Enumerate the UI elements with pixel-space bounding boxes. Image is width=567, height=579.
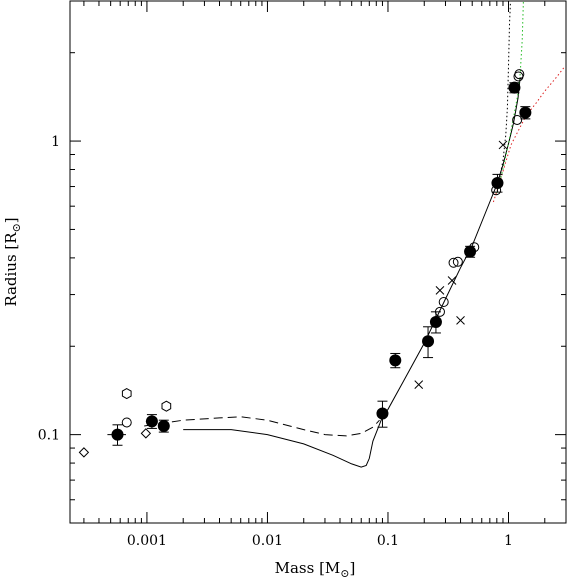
x-tick-label: 0.001 [127,533,167,549]
filled-circle-point [508,81,521,94]
open-circle-point [438,297,449,308]
open-circle-point [491,185,502,196]
x-axis-label: Mass [M⊙] [275,559,356,579]
cross-point [414,380,424,389]
y-tick-label: 1 [51,134,60,150]
diamond-point [140,428,152,439]
cross-point [435,286,445,295]
filled-circle-point [519,106,532,119]
dotted-model-curve [496,0,511,189]
open-circle-point [434,306,445,317]
markers-layer [78,69,532,458]
hexagon-point [161,400,172,412]
open-circle-point [452,256,463,267]
open-circle-point [121,417,132,428]
filled-circle-point [145,415,158,428]
plot-frame [69,0,567,524]
y-tick-label: 0.1 [38,428,60,444]
solid-model-curve [183,77,521,468]
dotted-model-curve [492,65,566,203]
filled-circle-point [376,407,389,420]
open-circle-point [469,242,480,253]
x-tick-label: 0.1 [377,533,399,549]
curves-layer [144,0,566,468]
cross-point [456,316,465,325]
filled-circle-point [157,420,170,433]
dashed-model-curve [144,416,380,437]
filled-circle-point [389,354,402,367]
x-tick-label: 1 [504,533,513,549]
y-axis-label: Radius [R⊙] [2,217,23,306]
cross-point [498,140,508,150]
diamond-point [78,447,90,458]
open-circle-point [514,69,525,80]
hexagon-point [121,388,132,400]
filled-circle-point [464,245,477,258]
cross-point [447,276,457,285]
filled-circle-point [422,335,435,348]
open-circle-point [448,257,459,268]
dotted-model-curve [496,0,524,194]
x-tick-label: 0.01 [252,533,283,549]
filled-circle-point [429,315,442,328]
open-circle-point [512,114,523,125]
filled-circle-point [111,428,124,441]
tick-labels: 0.001 0.01 0.1 1 0.1 1 [38,134,513,549]
axis-ticks [70,0,567,524]
